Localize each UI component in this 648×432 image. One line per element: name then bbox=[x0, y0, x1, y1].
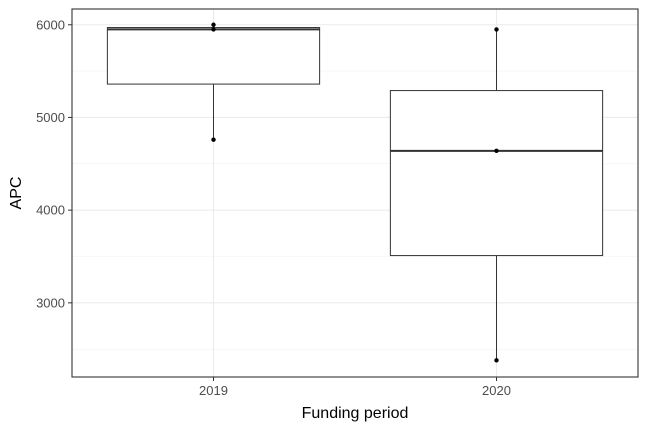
data-point bbox=[494, 27, 499, 32]
box-2020 bbox=[389, 90, 604, 257]
y-axis-title: APC bbox=[8, 177, 25, 210]
y-tick-label: 3000 bbox=[36, 295, 65, 310]
y-tick-label: 5000 bbox=[36, 110, 65, 125]
points-layer bbox=[211, 22, 499, 363]
y-tick-label: 4000 bbox=[36, 203, 65, 218]
boxes-layer bbox=[106, 24, 604, 361]
data-point bbox=[211, 27, 216, 32]
box-2019 bbox=[106, 27, 321, 85]
x-axis-title: Funding period bbox=[302, 405, 409, 422]
data-point bbox=[494, 358, 499, 363]
data-point bbox=[211, 22, 216, 27]
plot-panel-border bbox=[71, 8, 639, 378]
y-axis-ticks: 3000 4000 5000 6000 bbox=[36, 17, 72, 310]
data-point bbox=[494, 148, 499, 154]
x-tick-label: 2020 bbox=[482, 383, 511, 398]
x-tick-label: 2019 bbox=[199, 383, 228, 398]
data-point bbox=[211, 137, 216, 142]
x-axis-ticks: 2019 2020 bbox=[199, 377, 511, 398]
y-tick-label: 6000 bbox=[36, 17, 65, 32]
